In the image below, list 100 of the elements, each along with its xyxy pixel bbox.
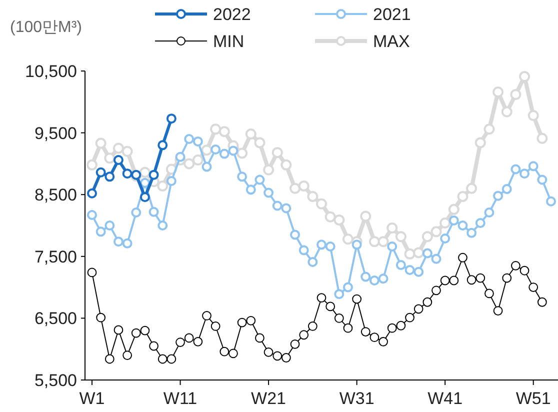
point	[510, 260, 520, 270]
point	[342, 282, 353, 292]
point	[157, 180, 168, 192]
point	[352, 294, 362, 304]
point	[104, 152, 116, 164]
point	[158, 220, 168, 230]
point	[95, 138, 106, 149]
point	[413, 247, 424, 258]
point	[334, 314, 344, 323]
point	[502, 273, 512, 283]
point	[528, 282, 538, 292]
point	[519, 71, 530, 82]
point	[368, 236, 380, 248]
point	[387, 323, 397, 333]
point	[254, 174, 265, 185]
point	[122, 146, 133, 157]
x-tick-label: W21	[251, 389, 286, 408]
point	[202, 311, 212, 320]
point	[113, 236, 124, 247]
point	[440, 218, 451, 229]
point	[476, 273, 486, 283]
point	[254, 137, 266, 148]
point	[166, 354, 176, 364]
point	[280, 159, 292, 170]
point	[202, 162, 212, 172]
point	[281, 353, 291, 362]
point	[184, 333, 194, 343]
point	[396, 260, 406, 270]
point	[466, 182, 478, 194]
point	[246, 316, 256, 326]
point	[264, 347, 274, 357]
point	[193, 336, 203, 346]
y-tick-label: 7,500	[34, 247, 77, 266]
point	[148, 206, 159, 217]
point	[448, 216, 459, 226]
point	[528, 161, 538, 172]
point	[537, 174, 548, 185]
point	[264, 188, 274, 198]
point	[176, 338, 185, 347]
point	[440, 276, 450, 286]
point	[210, 144, 221, 154]
point	[537, 297, 547, 307]
point	[228, 146, 238, 156]
point	[493, 306, 503, 316]
point	[325, 242, 336, 252]
y-tick-label: 10,500	[25, 62, 77, 81]
point	[546, 196, 556, 206]
point	[228, 348, 238, 358]
point	[458, 220, 468, 230]
point	[520, 168, 530, 179]
point	[324, 211, 336, 222]
point	[352, 240, 362, 250]
point	[378, 336, 388, 346]
point	[493, 190, 504, 201]
point	[298, 245, 309, 256]
point	[369, 276, 380, 286]
point	[201, 144, 212, 156]
point	[148, 170, 159, 180]
point	[414, 304, 424, 314]
point	[158, 140, 168, 150]
point	[430, 226, 442, 238]
point	[219, 148, 230, 159]
point	[360, 210, 372, 222]
x-tick-label: W51	[516, 389, 551, 408]
point	[290, 182, 301, 194]
point	[422, 297, 432, 307]
point	[475, 218, 486, 228]
point	[184, 158, 195, 170]
point	[484, 208, 494, 218]
point	[386, 222, 398, 234]
point	[192, 154, 204, 166]
point	[370, 332, 380, 342]
point	[272, 147, 283, 158]
point	[457, 190, 468, 202]
point	[378, 274, 388, 284]
point	[528, 110, 539, 121]
point	[236, 148, 248, 159]
point	[255, 333, 264, 343]
point	[326, 302, 336, 312]
point	[246, 184, 256, 195]
point	[404, 248, 416, 260]
point	[87, 210, 97, 220]
point	[86, 159, 98, 170]
point	[158, 354, 168, 364]
point	[149, 341, 158, 351]
point	[272, 351, 282, 361]
y-tick-label: 5,500	[34, 371, 77, 390]
point	[112, 142, 124, 154]
point	[316, 198, 327, 210]
point	[290, 230, 300, 240]
point	[237, 172, 248, 182]
point	[281, 203, 292, 214]
point	[431, 254, 442, 264]
point	[210, 322, 220, 331]
point	[466, 228, 477, 238]
point	[510, 164, 521, 174]
point	[396, 320, 406, 330]
point	[466, 275, 476, 285]
point	[96, 226, 106, 237]
point	[316, 240, 326, 250]
